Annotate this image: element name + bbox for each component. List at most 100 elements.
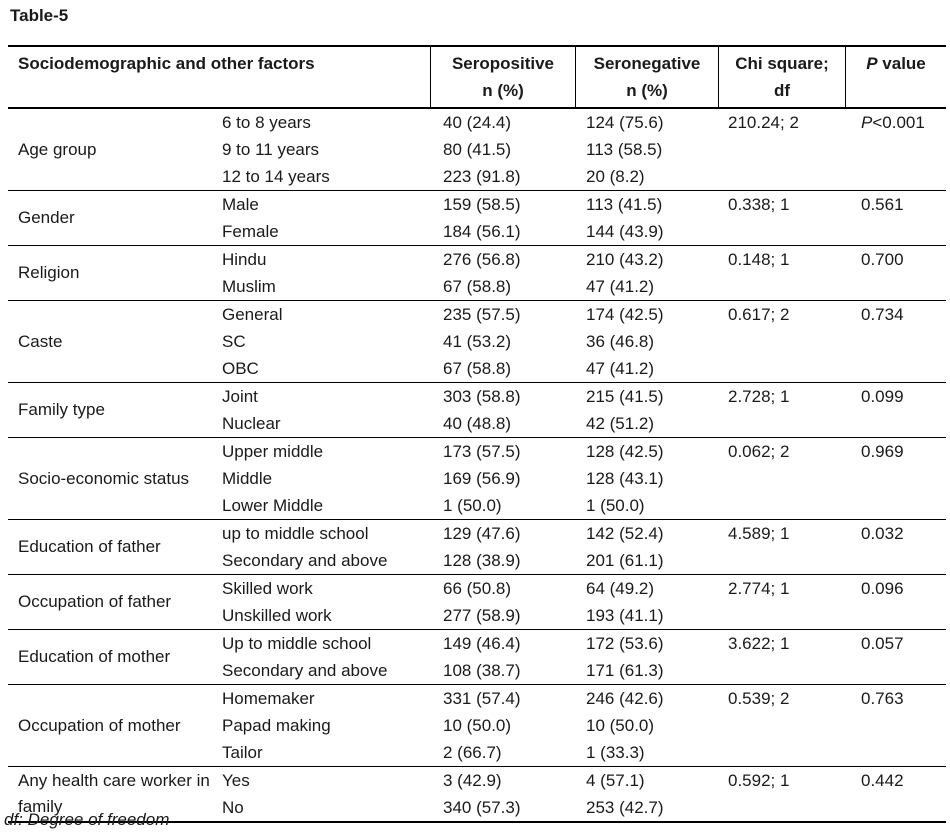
cell-value: Male [222,195,259,214]
chi-square-df-value: 0.062; 2 [728,442,790,461]
header-chi-square: Chi square; df [718,47,845,107]
header-seropositive: Seropositive n (%) [430,47,575,107]
chi-square-df-value: 0.539; 2 [728,689,790,708]
cell-value: Homemaker [222,689,315,708]
header-seronegative: Seronegative n (%) [575,47,718,107]
cell-value: 169 (56.9) [443,469,521,488]
p-value: 0.763 [845,685,946,766]
cell-value: 47 (41.2) [586,359,655,378]
p-value-number: 0.099 [861,387,904,406]
cell-value: 41 (53.2) [443,332,512,351]
cell-value: 340 (57.3) [443,798,521,817]
p-value-number: 0.096 [861,579,904,598]
category-column: Joint Nuclear [222,383,430,437]
p-value: 0.057 [845,630,946,684]
p-value: 0.734 [845,301,946,382]
factor-label: Gender [18,208,75,227]
cell-value: 171 (61.3) [586,661,664,680]
header-chi-line1: Chi square; [735,54,829,73]
p-value-number: 0.561 [861,195,904,214]
cell-value: 36 (46.8) [586,332,655,351]
table-title: Table-5 [10,6,69,25]
category-column: Yes No [222,767,430,821]
cell-value: Muslim [222,277,276,296]
chi-square-df-value: 0.592; 1 [728,771,790,790]
p-value: P<0.001 [845,109,946,190]
p-value: 0.969 [845,438,946,519]
header-seropositive-line1: Seropositive [451,54,555,73]
cell-value: 276 (56.8) [443,250,521,269]
cell-value: 2 (66.7) [443,743,502,762]
chi-square-df-value: 2.774; 1 [728,579,790,598]
factor-label: Caste [18,331,63,351]
seropositive-column: 235 (57.5) 41 (53.2) 67 (58.8) [430,301,575,382]
cell-value: 1 (50.0) [443,496,502,515]
table-group-row: Education of mother Up to middle school S… [8,630,946,685]
cell-value: 303 (58.8) [443,387,521,406]
cell-value: 113 (58.5) [586,140,663,159]
header-seronegative-line1: Seronegative [593,54,701,73]
seronegative-column: 142 (52.4) 201 (61.1) [575,520,718,574]
cell-value: Up to middle school [222,634,372,653]
p-value-number: 0.032 [861,524,904,543]
cell-value: 9 to 11 years [222,140,320,159]
cell-value: 40 (48.8) [443,414,512,433]
table-group-row: Caste General SC OBC 235 (57.5) 41 (53.2) 67… [8,301,946,383]
factor-label: Socio-economic status [18,468,190,488]
header-p-rest: value [877,54,926,73]
cell-value: 215 (41.5) [586,387,664,406]
seronegative-column: 172 (53.6) 171 (61.3) [575,630,718,684]
cell-value: Middle [222,469,273,488]
cell-value: 246 (42.6) [586,689,664,708]
seropositive-column: 149 (46.4) 108 (38.7) [430,630,575,684]
cell-value: Yes [222,771,250,790]
factor-label: Age group [18,139,97,159]
seropositive-column: 40 (24.4) 80 (41.5) 223 (91.8) [430,109,575,190]
cell-value: Joint [222,387,258,406]
cell-value: Secondary and above [222,551,388,570]
cell-value: 12 to 14 years [222,167,330,186]
cell-value: 223 (91.8) [443,167,521,186]
header-p-value: P value [845,47,946,107]
p-value-number: <0.001 [872,113,925,132]
p-value: 0.442 [845,767,946,821]
cell-value: 1 (33.3) [586,743,645,762]
p-value: 0.096 [845,575,946,629]
cell-value: 210 (43.2) [586,250,664,269]
footnote: df: Degree of freedom [4,810,170,829]
factor-label: Religion [18,263,80,282]
table-header-row: Sociodemographic and other factors Serop… [8,47,946,109]
p-value: 0.099 [845,383,946,437]
cell-value: 47 (41.2) [586,277,655,296]
cell-value: 113 (41.5) [586,195,663,214]
factor-label: Education of father [18,537,161,556]
cell-value: 10 (50.0) [443,716,512,735]
chi-square-df-value: 0.148; 1 [728,250,790,269]
seronegative-column: 246 (42.6) 10 (50.0) 1 (33.3) [575,685,718,766]
seropositive-column: 276 (56.8) 67 (58.8) [430,246,575,300]
category-column: up to middle school Secondary and above [222,520,430,574]
seronegative-column: 64 (49.2) 193 (41.1) [575,575,718,629]
p-value-number: 0.734 [861,305,904,324]
category-column: Male Female [222,191,430,245]
seropositive-column: 159 (58.5) 184 (56.1) [430,191,575,245]
cell-value: 193 (41.1) [586,606,664,625]
cell-value: No [222,798,244,817]
cell-value: SC [222,332,246,351]
p-value-number: 0.763 [861,689,904,708]
cell-value: 20 (8.2) [586,167,645,186]
header-seropositive-line2: n (%) [482,81,524,100]
factor-label: Education of mother [18,647,171,666]
table-group-row: Religion Hindu Muslim 276 (56.8) 67 (58.8)… [8,246,946,301]
p-value: 0.032 [845,520,946,574]
category-column: 6 to 8 years 9 to 11 years 12 to 14 years [222,109,430,190]
cell-value: 128 (38.9) [443,551,521,570]
category-column: Upper middle Middle Lower Middle [222,438,430,519]
table-group-row: Any health care worker in family Yes No 3… [8,767,946,823]
category-column: Skilled work Unskilled work [222,575,430,629]
cell-value: 201 (61.1) [586,551,664,570]
cell-value: 42 (51.2) [586,414,655,433]
category-column: General SC OBC [222,301,430,382]
cell-value: 235 (57.5) [443,305,521,324]
cell-value: Upper middle [222,442,324,461]
